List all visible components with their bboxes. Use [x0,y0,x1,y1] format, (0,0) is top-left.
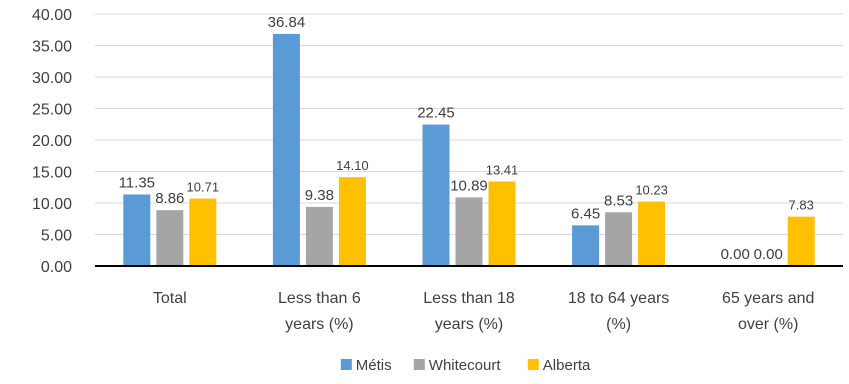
bar-alberta [638,201,666,266]
legend-item-alberta: Alberta [527,357,591,374]
bar-mtis [572,225,600,266]
y-tick-label: 0.00 [41,259,72,276]
data-label: 13.41 [486,163,519,178]
y-tick-label: 20.00 [32,133,72,150]
bar-alberta [189,198,217,266]
legend-swatch [340,359,352,370]
legend-item-whitecourt: Whitecourt [413,357,502,374]
x-tick-label: years (%) [435,316,503,333]
legend-label: Whitecourt [429,357,502,374]
data-label: 0.00 [721,246,750,263]
x-tick-label: 65 years and [722,290,815,307]
bar-whitecourt [455,197,483,266]
legend-swatch [527,359,539,370]
bar-whitecourt [605,212,633,266]
bars [123,33,815,266]
data-label: 6.45 [571,205,600,222]
bar-whitecourt [305,206,333,266]
data-label: 0.00 [754,246,783,263]
legend: Métis Whitecourt Alberta [340,357,591,374]
legend-label: Alberta [543,357,591,374]
x-tick-label: Less than 6 [278,290,361,307]
y-tick-label: 30.00 [32,70,72,87]
legend-swatch [413,359,425,370]
data-label: 9.38 [305,187,334,204]
data-label: 14.10 [336,158,369,173]
y-tick-label: 25.00 [32,102,72,119]
data-label: 10.89 [450,177,488,194]
data-label: 22.45 [417,105,455,122]
legend-label: Métis [356,357,392,374]
data-label: 8.86 [155,190,184,207]
y-tick-label: 5.00 [41,228,72,245]
data-label: 10.23 [635,183,668,198]
data-label: 8.53 [604,192,633,209]
data-label: 11.35 [119,174,155,191]
y-axis: 0.00 5.00 10.00 15.00 20.00 25.00 30.00 35.00 40… [32,7,72,276]
y-tick-label: 35.00 [32,39,72,56]
gridlines [95,13,843,235]
legend-item-mtis: Métis [340,357,392,374]
data-label: 7.83 [789,198,814,213]
bar-mtis [123,194,151,266]
bar-mtis [422,124,450,266]
bar-whitecourt [156,210,184,266]
y-tick-label: 15.00 [32,165,72,182]
data-label: 36.84 [268,14,306,31]
x-tick-label: Total [153,290,187,307]
x-tick-label: years (%) [285,316,353,333]
bar-alberta [787,216,815,266]
x-tick-label: over (%) [738,316,798,333]
y-tick-label: 40.00 [32,7,72,24]
bar-alberta [488,181,516,266]
x-tick-label: (%) [606,316,631,333]
y-tick-label: 10.00 [32,196,72,213]
data-label: 10.71 [187,180,220,195]
bar-alberta [338,177,366,266]
x-tick-label: 18 to 64 years [568,290,669,307]
x-tick-label: Less than 18 [423,290,515,307]
x-axis: Total Less than 6 years (%) Less than 18 yea… [95,265,843,333]
bar-mtis [272,33,300,266]
